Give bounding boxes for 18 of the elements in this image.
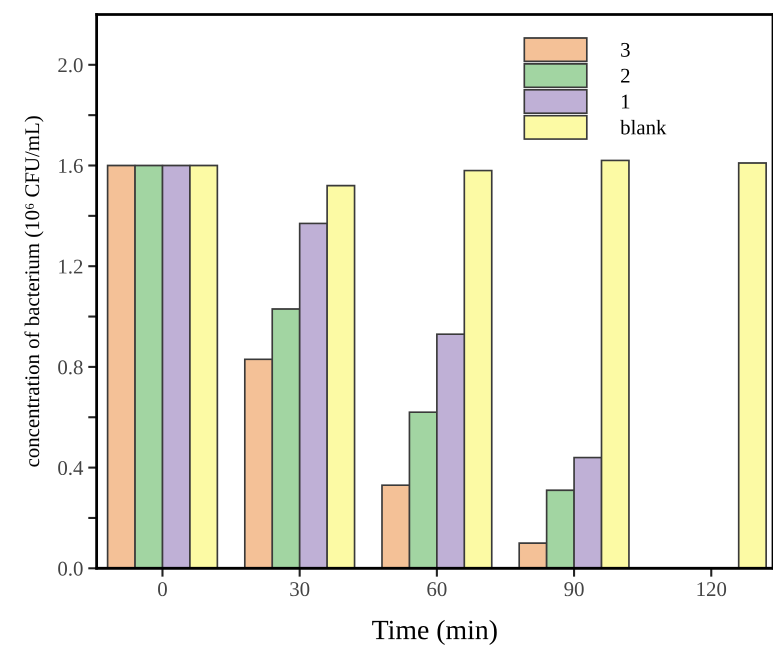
x-tick-label: 30 <box>290 582 310 596</box>
bar <box>738 162 767 568</box>
x-tick-label: 90 <box>564 582 584 596</box>
legend-label: 2 <box>621 68 630 83</box>
x-tick-label: 60 <box>427 582 446 596</box>
x-tick-label: 120 <box>697 582 726 596</box>
y-tick-label: 0.4 <box>58 460 84 476</box>
x-axis-title: Time (min) <box>372 620 497 646</box>
y-tick-label: 1.2 <box>59 260 82 274</box>
y-tick-label: 1.6 <box>59 158 83 174</box>
x-tick-label: 0 <box>158 582 167 596</box>
legend-label: 3 <box>621 42 630 57</box>
legend-label: blank <box>620 120 666 135</box>
legend-label: 1 <box>622 94 630 108</box>
y-tick-label: 2.0 <box>58 58 83 72</box>
y-tick-label: 0.0 <box>58 562 83 576</box>
y-tick-label: 0.8 <box>58 360 83 374</box>
y-axis-title: concentration of bacterium (10⁶ CFU/mL) <box>24 116 44 467</box>
